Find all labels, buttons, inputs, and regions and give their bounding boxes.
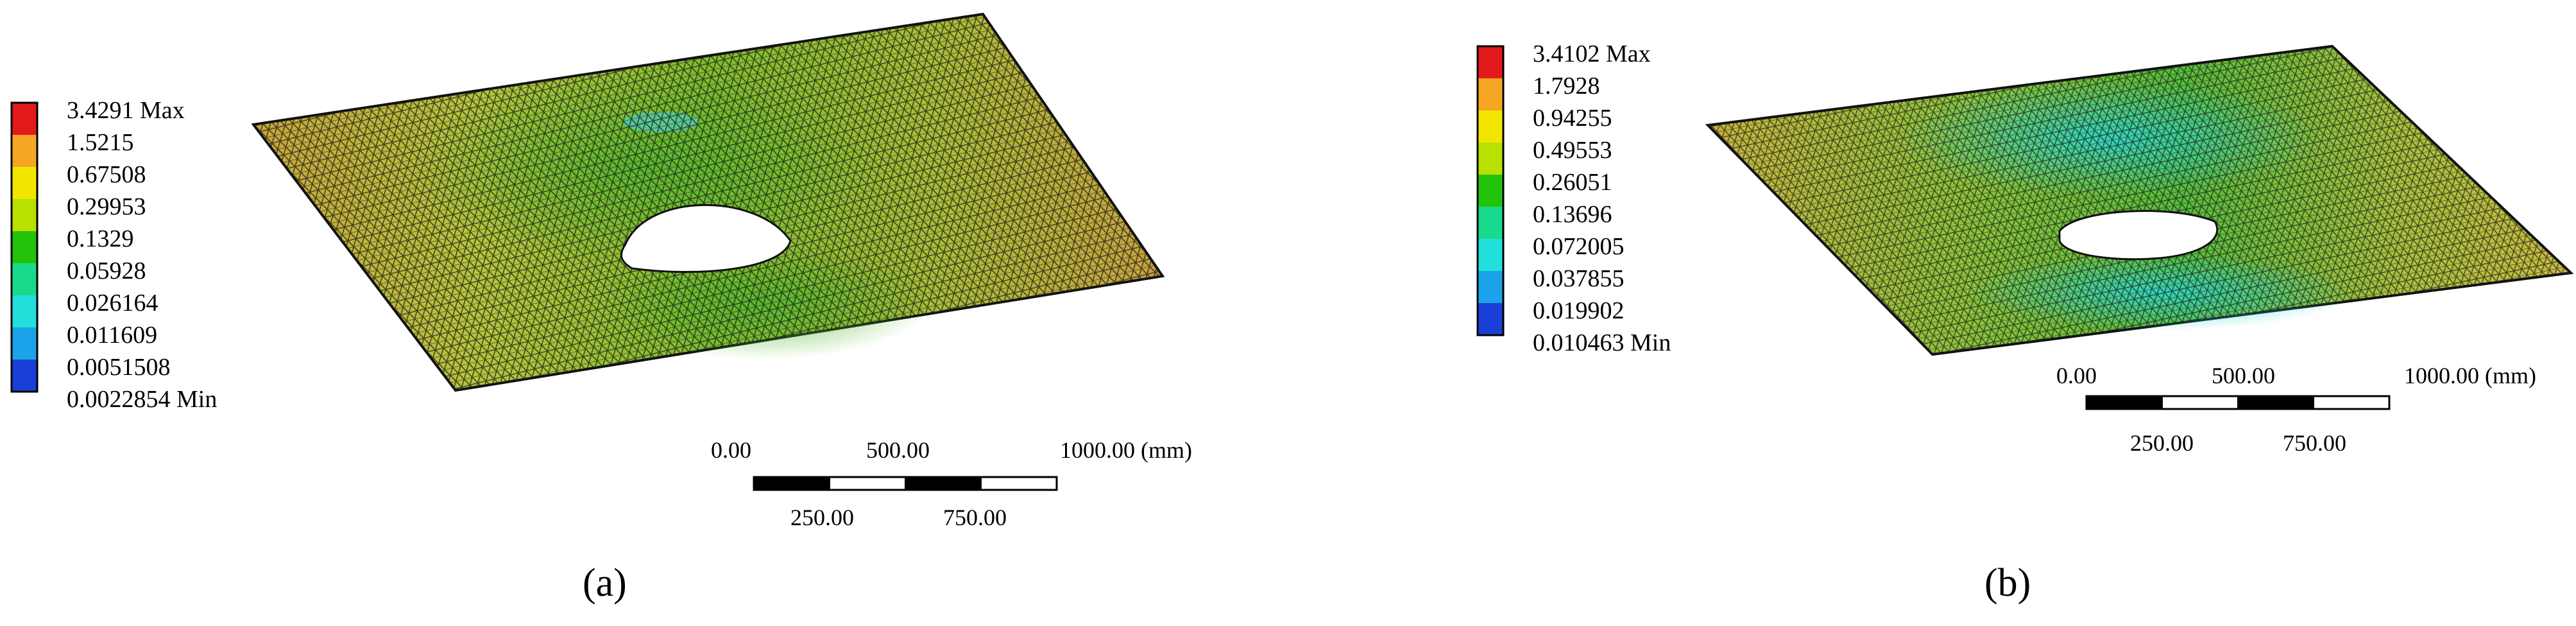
legend-value: 0.010463 Min xyxy=(1533,329,1671,356)
legend-value: 0.011609 xyxy=(67,322,157,349)
legend-swatch xyxy=(1478,110,1503,143)
color-legend-b: 3.4102 Max 1.7928 0.94255 0.49553 0.2605… xyxy=(1476,40,1671,356)
plate-hole-a xyxy=(620,204,792,273)
plate-mesh-a xyxy=(251,12,1165,392)
scale-label: 1000.00 (mm) xyxy=(1060,437,1192,463)
legend-value: 0.037855 xyxy=(1533,265,1625,292)
plate-mesh-b xyxy=(1705,44,2574,356)
legend-swatch xyxy=(12,103,37,135)
legend-swatch xyxy=(1478,78,1503,110)
legend-value: 1.7928 xyxy=(1533,73,1600,100)
legend-value: 3.4102 Max xyxy=(1533,40,1651,67)
legend-swatch xyxy=(12,295,37,327)
panel-b: 3.4102 Max 1.7928 0.94255 0.49553 0.2605… xyxy=(1288,0,2576,626)
legend-swatch xyxy=(12,231,37,263)
legend-swatch xyxy=(12,167,37,199)
scale-label: 250.00 xyxy=(790,505,854,530)
legend-value: 0.94255 xyxy=(1533,105,1612,132)
legend-swatch xyxy=(1478,239,1503,271)
legend-swatch xyxy=(12,360,37,392)
legend-value: 0.1329 xyxy=(67,225,134,252)
scale-label: 750.00 xyxy=(2283,430,2346,456)
legend-swatch xyxy=(1478,303,1503,335)
legend-value: 0.072005 xyxy=(1533,233,1625,260)
legend-value: 0.026164 xyxy=(67,290,158,317)
legend-value: 0.05928 xyxy=(67,257,146,284)
legend-value: 0.019902 xyxy=(1533,297,1625,324)
panel-a-figure: 3.4291 Max 1.5215 0.67508 0.29953 0.1329… xyxy=(10,12,1192,605)
legend-value: 0.29953 xyxy=(67,193,146,220)
legend-swatch xyxy=(1478,207,1503,239)
legend-value: 0.26051 xyxy=(1533,169,1612,196)
scale-label: 750.00 xyxy=(943,505,1007,530)
legend-swatch xyxy=(1478,175,1503,207)
legend-swatch xyxy=(12,263,37,295)
legend-swatch xyxy=(12,135,37,167)
legend-value: 0.0051508 xyxy=(67,354,171,381)
legend-value: 0.67508 xyxy=(67,161,146,188)
legend-value: 0.49553 xyxy=(1533,137,1612,164)
color-legend-a: 3.4291 Max 1.5215 0.67508 0.29953 0.1329… xyxy=(10,97,217,413)
panel-a: 3.4291 Max 1.5215 0.67508 0.29953 0.1329… xyxy=(10,12,1192,605)
scale-label: 500.00 xyxy=(2212,363,2275,388)
panel-b-figure: 3.4102 Max 1.7928 0.94255 0.49553 0.2605… xyxy=(1476,40,2574,605)
legend-value: 0.0022854 Min xyxy=(67,386,217,413)
legend-swatch xyxy=(1478,271,1503,303)
scale-bar-a: 0.00 500.00 1000.00 (mm) 250.00 750.00 xyxy=(711,437,1192,530)
panel-caption-b: (b) xyxy=(1984,561,2031,605)
scale-label: 1000.00 (mm) xyxy=(2404,363,2536,388)
scale-bar-b: 0.00 500.00 1000.00 (mm) 250.00 750.00 xyxy=(2056,363,2536,456)
scale-label: 0.00 xyxy=(711,437,751,463)
legend-swatch xyxy=(12,199,37,231)
plate-hole-b xyxy=(2058,210,2219,261)
legend-swatch xyxy=(1478,143,1503,175)
legend-value: 0.13696 xyxy=(1533,201,1612,228)
panel-caption-a: (a) xyxy=(583,561,627,605)
legend-swatch xyxy=(12,327,37,360)
scale-label: 0.00 xyxy=(2056,363,2097,388)
scale-label: 250.00 xyxy=(2130,430,2194,456)
legend-swatch xyxy=(1478,46,1503,78)
legend-value: 1.5215 xyxy=(67,129,134,156)
scale-label: 500.00 xyxy=(866,437,930,463)
legend-value: 3.4291 Max xyxy=(67,97,185,124)
